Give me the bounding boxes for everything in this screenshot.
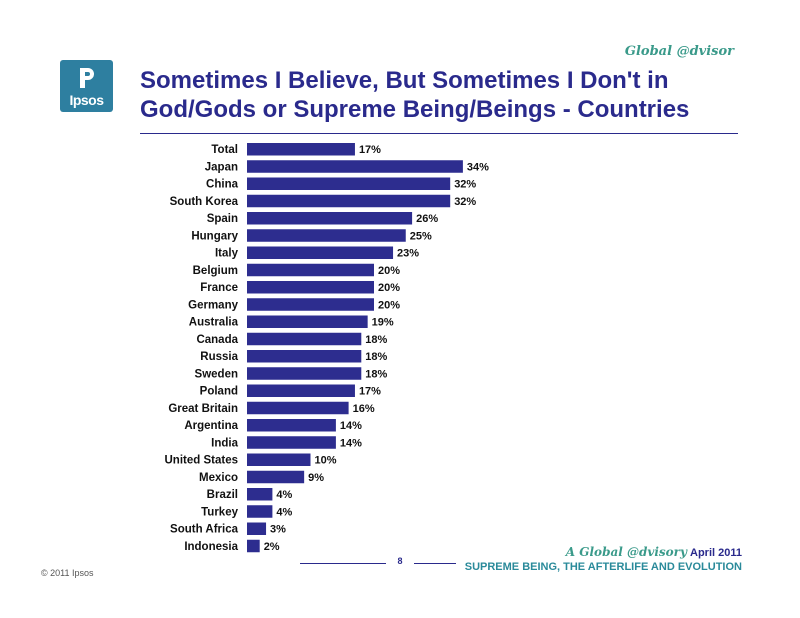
value-label: 34% xyxy=(467,161,489,173)
title-divider xyxy=(140,133,738,134)
bar-belgium xyxy=(247,263,374,277)
bar-total xyxy=(247,143,355,156)
category-label: Poland xyxy=(200,386,238,398)
value-label: 32% xyxy=(454,179,476,191)
category-label: Italy xyxy=(215,248,239,260)
bar-japan xyxy=(247,160,463,173)
value-label: 25% xyxy=(410,230,432,242)
logo-mark-icon xyxy=(80,68,94,88)
category-label: Turkey xyxy=(201,506,238,518)
page-title: Sometimes I Believe, But Sometimes I Don… xyxy=(140,66,740,124)
bar-russia xyxy=(247,350,362,363)
category-label: Great Britain xyxy=(168,403,238,415)
bar-great-britain xyxy=(247,401,349,415)
bar-australia xyxy=(247,315,368,328)
bar-turkey xyxy=(247,505,273,518)
bar-hungary xyxy=(247,229,406,242)
bar-canada xyxy=(247,332,362,346)
value-label: 17% xyxy=(359,144,381,156)
report-brand: A Global @dvisory xyxy=(565,545,687,559)
category-label: Hungary xyxy=(191,230,238,242)
bar-indonesia xyxy=(247,539,260,553)
bar-spain xyxy=(247,212,413,225)
bar-china xyxy=(247,177,451,190)
category-label: South Korea xyxy=(170,196,239,208)
bar-south-korea xyxy=(247,194,451,208)
value-label: 16% xyxy=(353,403,375,415)
value-label: 23% xyxy=(397,248,419,260)
category-label: Germany xyxy=(188,299,238,311)
value-label: 3% xyxy=(270,524,286,536)
logo-wordmark: Ipsos xyxy=(69,92,104,108)
copyright: © 2011 Ipsos xyxy=(41,568,94,578)
brand-tag: Global @dvisor xyxy=(624,44,734,59)
category-label: Brazil xyxy=(207,489,238,501)
value-label: 9% xyxy=(308,472,324,484)
bar-south-africa xyxy=(247,522,267,535)
category-label: Argentina xyxy=(184,420,238,432)
category-label: Belgium xyxy=(193,265,238,277)
value-label: 20% xyxy=(378,299,400,311)
category-label: Japan xyxy=(205,161,238,173)
category-label: South Africa xyxy=(170,524,239,536)
category-label: Spain xyxy=(207,213,238,225)
value-label: 19% xyxy=(372,317,394,329)
category-label: Russia xyxy=(200,351,238,363)
footer-rule-left xyxy=(300,563,386,564)
bar-brazil xyxy=(247,488,273,501)
value-label: 17% xyxy=(359,386,381,398)
category-label: India xyxy=(211,437,238,449)
category-label: Canada xyxy=(196,334,238,346)
report-line: A Global @dvisory April 2011 xyxy=(566,545,742,559)
bar-mexico xyxy=(247,470,305,484)
category-label: China xyxy=(206,179,239,191)
ipsos-logo: Ipsos xyxy=(60,60,113,112)
bar-sweden xyxy=(247,367,362,380)
category-label: United States xyxy=(165,455,239,467)
bar-germany xyxy=(247,298,374,311)
value-label: 32% xyxy=(454,196,476,208)
category-label: Indonesia xyxy=(184,541,238,553)
value-label: 18% xyxy=(365,368,387,380)
category-label: Mexico xyxy=(199,472,238,484)
value-label: 14% xyxy=(340,437,362,449)
bar-argentina xyxy=(247,419,336,432)
bar-italy xyxy=(247,246,394,259)
bar-chart: Total 17% Japan 34% China 32% South Korea 32% Sp… xyxy=(165,143,489,553)
bar-france xyxy=(247,281,374,294)
value-label: 18% xyxy=(365,351,387,363)
bar-united-states xyxy=(247,453,311,466)
category-label: Total xyxy=(211,144,238,156)
category-label: France xyxy=(200,282,238,294)
bar-poland xyxy=(247,384,355,397)
value-label: 20% xyxy=(378,265,400,277)
value-label: 26% xyxy=(416,213,438,225)
report-subtitle: SUPREME BEING, THE AFTERLIFE AND EVOLUTI… xyxy=(464,561,742,573)
value-label: 4% xyxy=(276,506,292,518)
value-label: 2% xyxy=(264,541,280,553)
title-line-1: Sometimes I Believe, But Sometimes I Don… xyxy=(140,67,669,94)
title-line-2: God/Gods or Supreme Being/Beings - Count… xyxy=(140,96,690,123)
value-label: 20% xyxy=(378,282,400,294)
category-label: Sweden xyxy=(195,368,238,380)
report-date: April 2011 xyxy=(690,547,742,559)
value-label: 4% xyxy=(276,489,292,501)
value-label: 14% xyxy=(340,420,362,432)
page-number: 8 xyxy=(397,556,403,566)
category-label: Australia xyxy=(189,317,239,329)
footer-rule-right xyxy=(414,563,456,564)
value-label: 10% xyxy=(315,455,337,467)
value-label: 18% xyxy=(365,334,387,346)
bar-india xyxy=(247,436,336,449)
